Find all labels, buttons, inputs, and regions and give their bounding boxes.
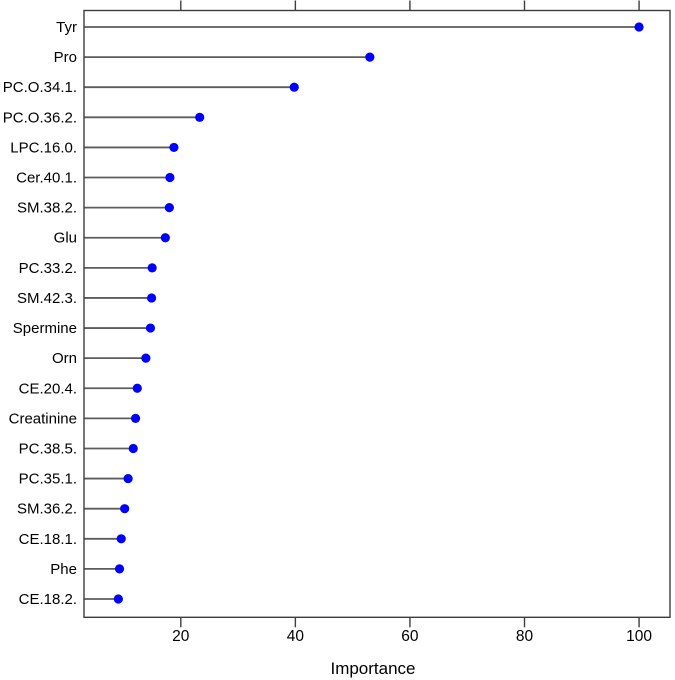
y-axis-category-label: Pro [54,49,77,66]
lollipop-point [165,172,175,183]
y-axis-category-label: Glu [54,230,77,247]
lollipop-point [113,594,123,604]
y-axis-category-label: PC.O.34.1. [3,79,77,96]
lollipop-point [146,293,157,303]
lollipop-point [128,443,138,454]
lollipop-point [164,203,174,213]
y-axis-category-label: SM.42.3. [17,290,77,307]
y-axis-category-label: Cer.40.1. [16,170,77,187]
lollipop-point [132,383,142,393]
x-axis-tick-label: 60 [401,628,419,645]
x-axis-tick-label: 80 [516,628,534,645]
lollipop-point [365,52,375,62]
lollipop-point [195,112,205,122]
y-axis-category-label: PC.35.1. [19,471,77,488]
lollipop-point [147,263,157,273]
lollipop-point [130,413,141,423]
lollipop-point [116,534,126,544]
lollipop-point [289,82,299,92]
y-axis-category-label: PC.33.2. [19,260,77,277]
y-axis-category-label: Orn [52,350,77,367]
lollipop-point [120,504,130,514]
y-axis-category-label: PC.O.36.2. [3,109,77,126]
x-axis-tick-label: 40 [287,628,305,645]
x-axis-tick-label: 20 [172,628,190,645]
y-axis-category-label: SM.38.2. [17,200,77,217]
y-axis-category-label: CE.18.2. [19,591,77,608]
y-axis-category-label: CE.18.1. [19,531,77,548]
lollipop-point [634,22,644,32]
lollipop-point [114,564,125,574]
y-axis-category-label: Spermine [13,320,77,337]
lollipop-point [141,353,151,363]
lollipop-point [123,473,133,484]
x-axis-tick-label: 100 [626,628,652,645]
plot-box-border [83,9,671,618]
y-axis-category-label: LPC.16.0. [10,139,77,156]
x-axis-title: Importance [330,659,415,678]
y-axis-category-label: Phe [50,561,77,578]
y-axis-category-label: Tyr [56,19,77,36]
y-axis-category-label: PC.38.5. [19,440,77,457]
y-axis-category-label: Creatinine [9,410,77,427]
lollipop-point [145,323,156,333]
lollipop-point [169,142,179,153]
y-axis-category-label: SM.36.2. [17,501,77,518]
y-axis-category-label: CE.20.4. [19,380,77,397]
lollipop-point [160,233,170,243]
